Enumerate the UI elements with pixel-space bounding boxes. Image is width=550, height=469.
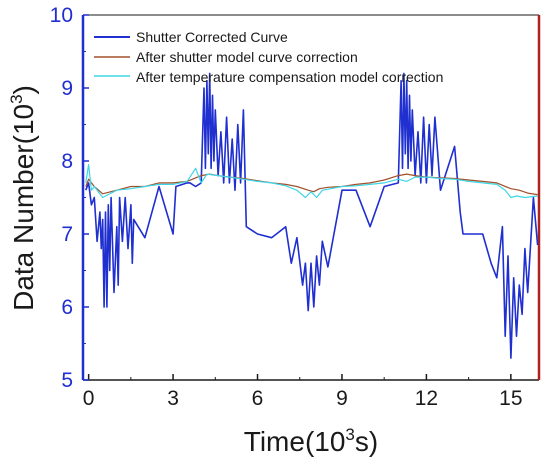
x-axis-title-main: Time(10 <box>244 426 346 457</box>
y-tick-label: 5 <box>61 369 73 392</box>
x-tick-label: 15 <box>499 387 522 410</box>
y-tick-label: 9 <box>61 77 73 100</box>
y-tick-label: 8 <box>61 150 73 173</box>
ticks: 0 3 6 9 12 15 5 6 7 8 9 10 <box>50 4 523 410</box>
y-tick-label: 10 <box>50 4 73 27</box>
x-tick-label: 3 <box>167 387 179 410</box>
series-line-1 <box>85 72 539 359</box>
x-axis-title-superscript: 3 <box>345 425 354 444</box>
legend-label-shutter: Shutter Corrected Curve <box>136 29 288 45</box>
x-tick-label: 0 <box>83 387 95 410</box>
x-tick-label: 9 <box>336 387 348 410</box>
y-axis-title-superscript: 3 <box>7 94 26 103</box>
x-axis-title: Time(103s) <box>244 425 378 457</box>
x-tick-label: 12 <box>415 387 438 410</box>
y-axis-title-tail: ) <box>8 85 39 94</box>
y-tick-label: 7 <box>61 223 73 246</box>
series-line-2 <box>85 173 538 196</box>
series-line-3 <box>85 164 538 199</box>
legend-label-shutter-model: After shutter model curve correction <box>136 49 358 65</box>
legend-label-temperature: After temperature compensation model cor… <box>136 69 443 85</box>
y-axis-title-main: Data Number(10 <box>8 104 39 311</box>
series-group <box>85 72 539 359</box>
y-axis-title: Data Number(103) <box>7 85 39 311</box>
x-axis-title-tail: s) <box>355 426 378 457</box>
legend: Shutter Corrected Curve After shutter mo… <box>94 29 443 85</box>
y-tick-label: 6 <box>61 296 73 319</box>
x-tick-label: 6 <box>252 387 264 410</box>
